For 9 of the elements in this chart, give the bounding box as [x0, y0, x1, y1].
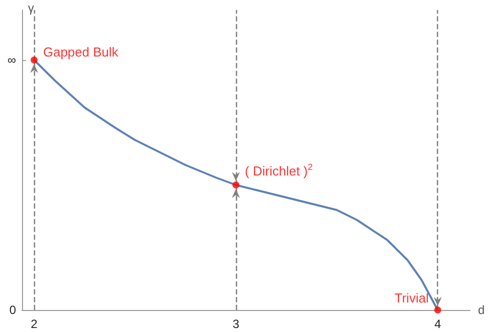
x-tick-label: 2	[30, 317, 38, 331]
x-tick-label: 4	[434, 317, 442, 331]
x-axis-title: d	[478, 303, 485, 317]
y-axis-title: γ	[28, 1, 34, 15]
text: ∞	[7, 53, 16, 67]
text: 0	[9, 303, 16, 317]
annotation: Gapped Bulk	[43, 44, 119, 60]
x-tick-label: 3	[232, 317, 240, 331]
annotation: Trivial	[394, 290, 429, 306]
